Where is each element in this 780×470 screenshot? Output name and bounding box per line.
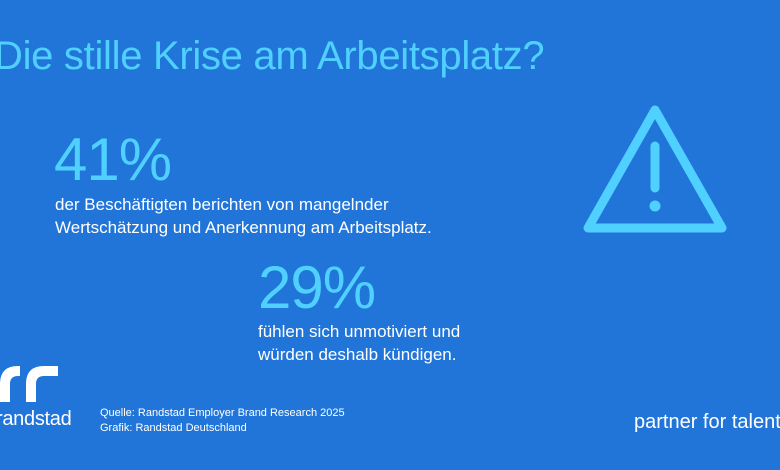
warning-triangle-icon xyxy=(583,105,727,233)
stat-description-line: würden deshalb kündigen. xyxy=(258,345,457,364)
stat-description-line: fühlen sich unmotiviert und xyxy=(258,322,461,341)
graphic-credit-line: Grafik: Randstad Deutschland xyxy=(100,422,247,434)
stat-description-line: Wertschätzung und Anerkennung am Arbeits… xyxy=(55,218,432,237)
randstad-logo-icon xyxy=(0,366,58,402)
logo-wordmark: randstad xyxy=(0,408,72,430)
stat-value-41: 41% xyxy=(54,126,172,193)
source-line: Quelle: Randstad Employer Brand Research… xyxy=(100,407,345,419)
page-title: Die stille Krise am Arbeitsplatz? xyxy=(0,34,545,78)
stat-description-29: fühlen sich unmotiviert und würden desha… xyxy=(258,320,460,366)
stat-description-line: der Beschäftigten berichten von mangelnd… xyxy=(55,195,389,214)
brand-tagline: partner for talent xyxy=(634,411,780,433)
stat-value-29: 29% xyxy=(258,254,376,321)
source-note: Quelle: Randstad Employer Brand Research… xyxy=(100,406,345,436)
stat-description-41: der Beschäftigten berichten von mangelnd… xyxy=(55,193,432,239)
